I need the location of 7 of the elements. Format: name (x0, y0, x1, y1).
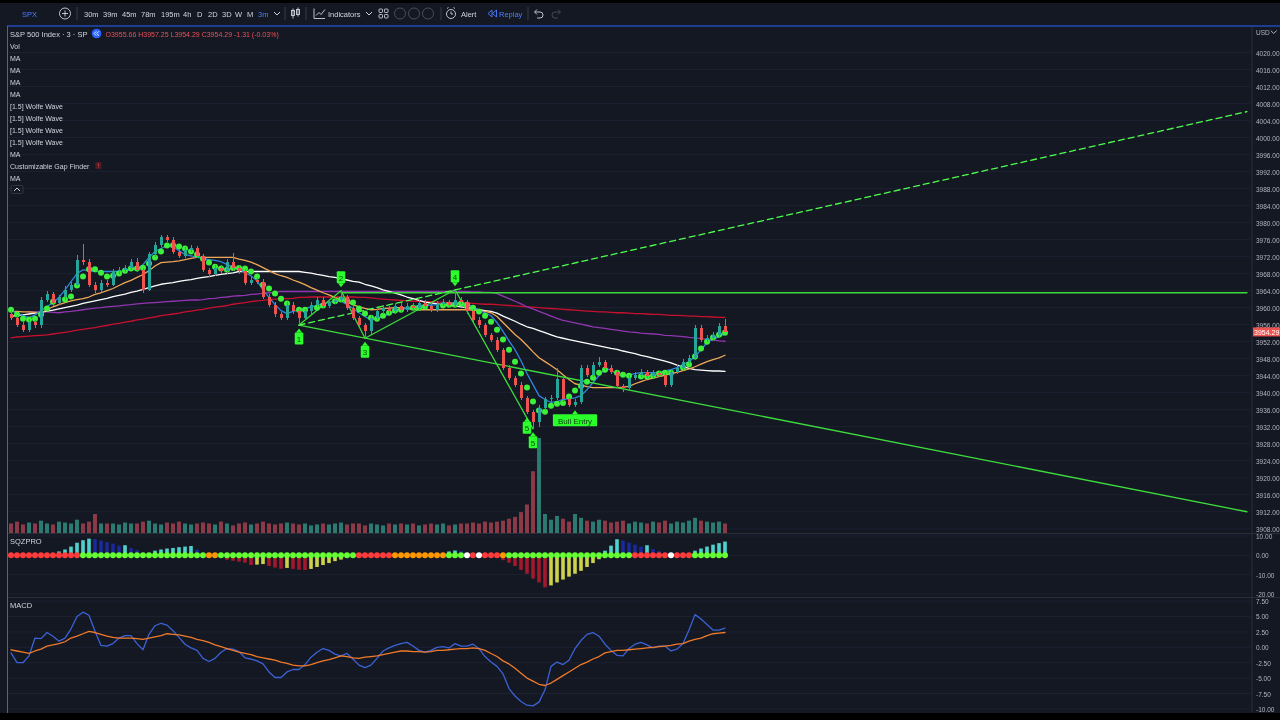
annotation: 3 (362, 347, 368, 357)
annotation: 5 (530, 438, 536, 448)
annotation: 5 (524, 423, 530, 433)
annotation: 2 (338, 273, 344, 283)
annotation: 4 (452, 272, 458, 282)
annotation: Bull Entry (557, 416, 593, 426)
annotation: 1 (296, 334, 302, 344)
